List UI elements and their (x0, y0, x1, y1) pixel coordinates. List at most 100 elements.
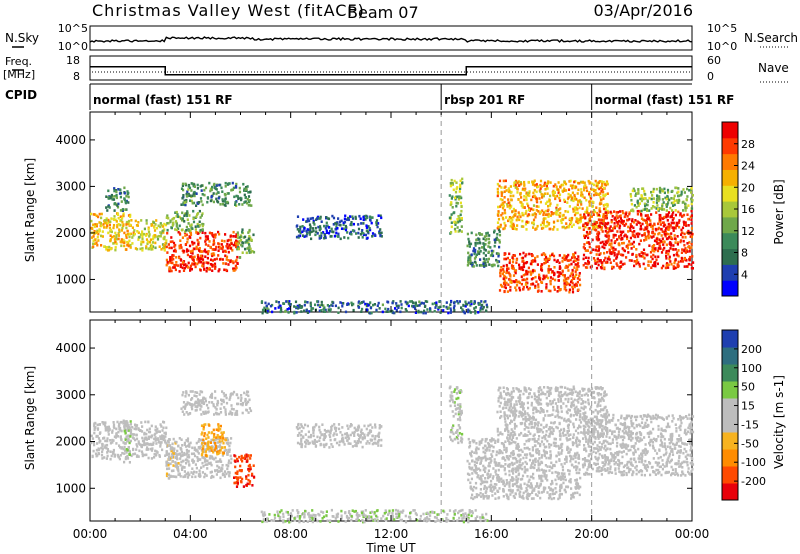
data-cell (243, 391, 246, 395)
data-cell (471, 263, 474, 267)
data-cell (191, 249, 194, 253)
data-cell (247, 237, 250, 241)
data-cell (504, 257, 508, 261)
data-cell (165, 245, 168, 249)
data-cell (658, 231, 661, 235)
data-cell (113, 238, 116, 241)
data-cell (484, 300, 487, 303)
data-cell (649, 235, 652, 238)
data-cell (546, 220, 549, 224)
data-cell (207, 447, 210, 451)
data-cell (673, 203, 676, 207)
data-cell (647, 230, 650, 234)
data-cell (637, 221, 640, 224)
data-cell (668, 225, 671, 229)
data-cell (347, 427, 350, 430)
data-cell (210, 232, 213, 235)
data-cell (245, 393, 248, 396)
data-cell (217, 437, 220, 440)
data-cell (552, 184, 555, 188)
data-cell (154, 234, 157, 237)
data-cell (575, 185, 578, 189)
data-cell (230, 188, 233, 192)
data-cell (203, 457, 206, 460)
data-cell (669, 260, 672, 263)
data-cell (584, 256, 588, 259)
data-cell (222, 398, 225, 402)
data-cell (424, 300, 427, 303)
data-cell (247, 400, 250, 404)
colorbar-swatch (722, 137, 738, 155)
data-cell (648, 209, 651, 212)
data-cell (323, 224, 326, 228)
data-cell (576, 277, 579, 280)
data-cell (475, 233, 478, 237)
data-cell (203, 188, 206, 192)
data-cell (159, 225, 162, 229)
data-cell (249, 236, 252, 240)
data-cell (201, 254, 204, 258)
data-cell (107, 189, 110, 193)
data-cell (570, 272, 573, 275)
data-cell (497, 210, 500, 213)
data-cell (129, 439, 132, 443)
data-cell (226, 453, 229, 456)
data-cell (194, 463, 197, 466)
data-cell (649, 260, 652, 264)
data-cell (111, 431, 114, 434)
data-cell (197, 241, 200, 244)
data-cell (139, 233, 143, 236)
data-cell (323, 233, 326, 237)
data-cell (196, 456, 199, 459)
data-cell (100, 216, 103, 220)
data-cell (683, 191, 686, 194)
data-cell (478, 252, 481, 256)
data-cell (196, 183, 199, 187)
data-cell (548, 257, 551, 261)
data-cell (193, 263, 196, 266)
data-cell (626, 218, 629, 222)
data-cell (680, 233, 683, 236)
data-cell (663, 191, 666, 195)
data-cell (161, 229, 164, 233)
data-cell (174, 465, 177, 468)
data-cell (152, 221, 156, 224)
data-cell (612, 236, 615, 239)
data-cell (217, 423, 220, 426)
data-cell (613, 251, 616, 255)
data-cell (672, 197, 675, 201)
data-cell (520, 275, 523, 278)
data-cell (105, 446, 108, 450)
data-cell (359, 440, 362, 444)
data-cell (124, 200, 127, 203)
data-cell (218, 470, 221, 473)
data-cell (361, 229, 364, 232)
data-cell (193, 194, 196, 198)
data-cell (198, 438, 201, 441)
data-cell (125, 420, 128, 423)
data-cell (361, 432, 364, 435)
data-cell (593, 226, 596, 229)
data-cell (300, 433, 303, 437)
data-cell (277, 306, 280, 309)
data-cell (190, 403, 193, 406)
data-cell (690, 187, 693, 190)
data-cell (526, 285, 529, 289)
data-cell (416, 304, 419, 307)
data-cell (642, 208, 645, 211)
data-cell (613, 233, 616, 237)
data-cell (535, 190, 538, 194)
data-cell (537, 205, 540, 208)
data-cell (583, 215, 586, 218)
data-cell (224, 413, 227, 416)
data-cell (682, 209, 685, 212)
data-cell (112, 421, 115, 424)
data-cell (125, 451, 128, 454)
data-cell (201, 456, 204, 459)
data-cell (690, 218, 693, 222)
data-cell (499, 274, 502, 278)
data-cell (102, 223, 105, 226)
data-cell (209, 441, 212, 444)
data-cell (179, 258, 182, 261)
data-cell (212, 450, 215, 454)
